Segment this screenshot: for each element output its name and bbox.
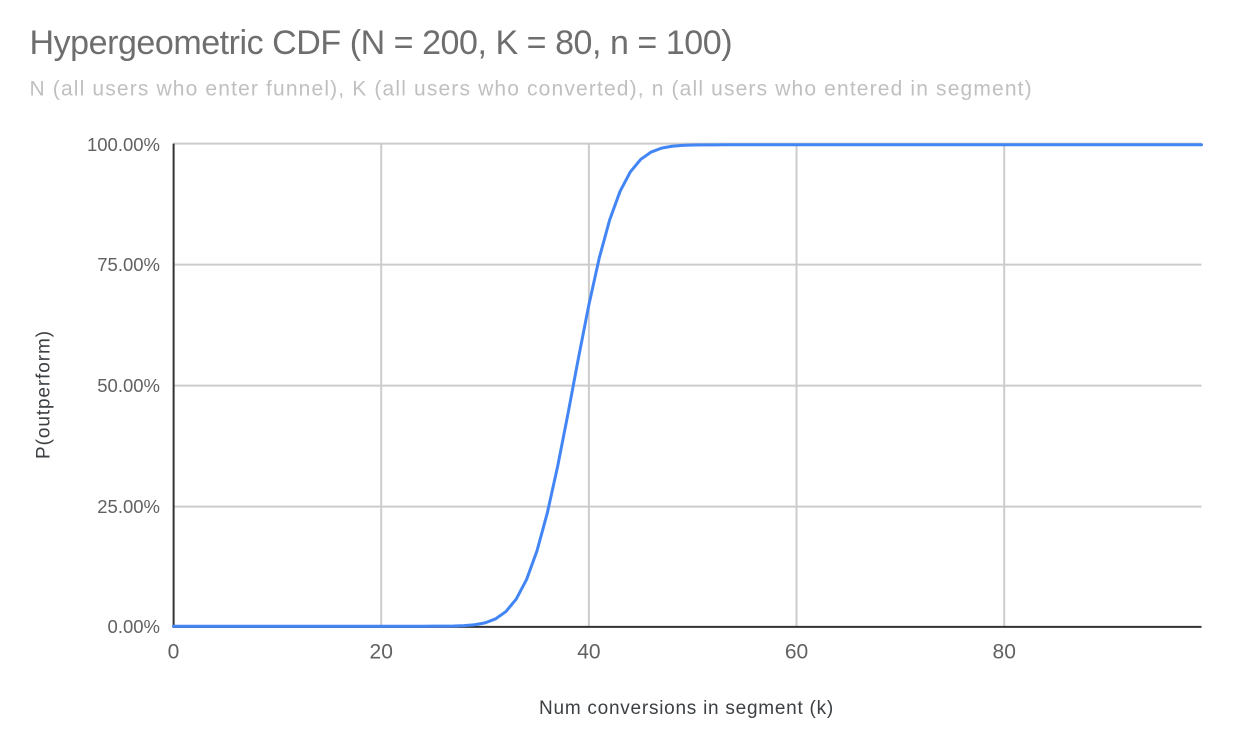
svg-text:Num conversions in segment (k): Num conversions in segment (k) <box>539 698 834 719</box>
svg-text:Hypergeometric CDF (N = 200, K: Hypergeometric CDF (N = 200, K = 80, n =… <box>30 24 733 62</box>
svg-text:0: 0 <box>168 640 180 663</box>
svg-text:N (all users who enter funnel): N (all users who enter funnel), K (all u… <box>30 77 1033 100</box>
svg-text:50.00%: 50.00% <box>97 375 160 396</box>
svg-text:80: 80 <box>993 640 1016 663</box>
svg-text:100.00%: 100.00% <box>87 134 160 155</box>
svg-text:0.00%: 0.00% <box>108 616 160 637</box>
svg-text:25.00%: 25.00% <box>97 496 160 517</box>
svg-text:75.00%: 75.00% <box>97 254 160 275</box>
svg-text:P(outperform): P(outperform) <box>34 330 55 459</box>
svg-text:60: 60 <box>785 640 808 663</box>
svg-text:40: 40 <box>577 640 600 663</box>
svg-text:20: 20 <box>370 640 393 663</box>
